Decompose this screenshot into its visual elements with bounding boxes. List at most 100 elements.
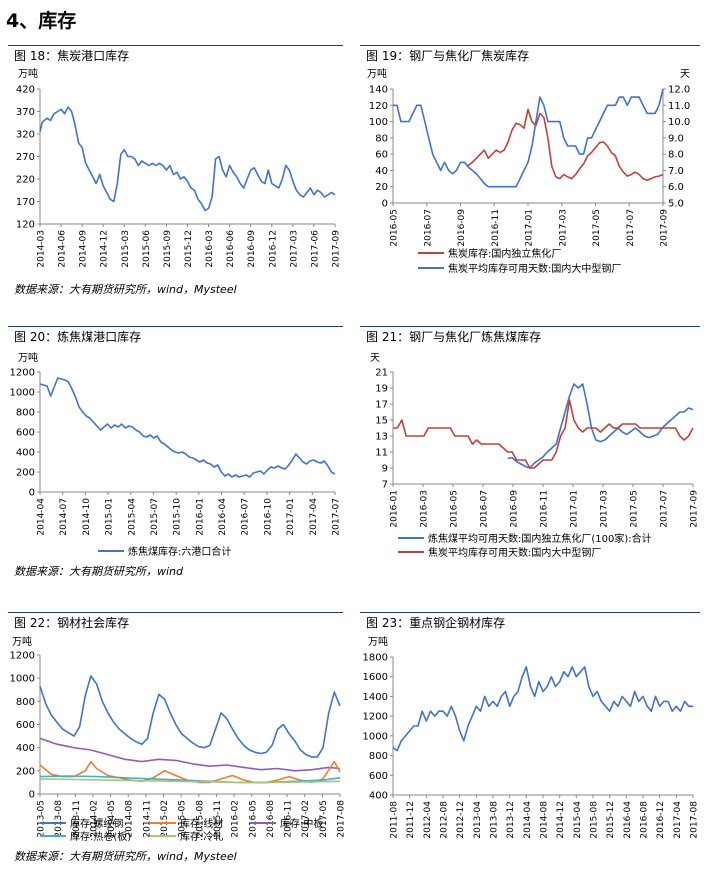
fig22-x-tick-label: 2015-11 [213,800,223,838]
fig18-y-tick-label: 320 [16,130,35,141]
fig21-y-tick-label: 11 [375,448,388,459]
fig18-x-tick-label: 2016-12 [268,230,278,268]
fig22-legend-cold-rolled: 库存:冷轧 [180,830,223,843]
fig22-y-tick-label: 1200 [10,651,35,662]
fig20-x-tick-label: 2014-04 [37,498,47,536]
fig21-legend-coking-coal-days: 炼焦煤平均可用天数:国内独立焦化厂(100家):合计 [428,532,652,545]
fig23-x-tick-label: 2015-08 [590,801,600,839]
fig23-x-tick-label: 2015-12 [606,801,616,839]
fig21-x-tick-label: 2017-03 [600,490,610,528]
fig19-y-tick-label: 40 [375,166,388,177]
fig22-x-tick-label: 2017-02 [301,800,311,838]
fig22-series-line-1 [39,737,341,772]
fig23-x-tick-label: 2017-04 [673,801,683,839]
fig22-legend-wire: 库存:线材 [180,817,223,830]
fig18-x-tick-label: 2014-12 [100,230,110,268]
fig18-x-tick-label: 2014-03 [37,230,47,268]
fig23-x-tick-label: 2013-04 [473,801,483,839]
fig22-y-tick-label: 200 [16,766,35,777]
fig23-y-tick-label: 1600 [363,672,388,683]
section-heading: 4、库存 [6,10,77,32]
fig20-legend-coking-coal: 炼焦煤库存:六港口合计 [128,545,231,558]
fig23-y-tick-label: 1000 [363,731,388,742]
fig19-series-line-0 [466,108,664,181]
figure-title-18: 图 18：焦炭港口库存 [8,45,343,65]
fig18-x-tick-label: 2016-06 [226,230,236,268]
fig23-x-tick-label: 2011-08 [390,801,400,839]
fig19-x-tick-label: 2017-01 [525,209,535,247]
fig21-x-tick-label: 2016-05 [450,490,460,528]
fig19-y-tick-label-right: 5.0 [668,199,684,210]
fig19-y-tick-label: 60 [375,150,388,161]
fig20-y-unit: 万吨 [18,351,38,364]
figure-title-20: 图 20：炼焦煤港口库存 [8,326,343,346]
fig20-x-tick-label: 2016-07 [241,498,251,536]
fig20-x-tick-label: 2017-01 [286,498,296,536]
source-note-2: 数据来源：大有期货研究所，wind [14,565,184,578]
fig19-x-tick-label: 2017-03 [558,209,568,247]
fig21-x-tick-label: 2016-09 [510,490,520,528]
fig18-y-tick-label: 220 [16,175,35,186]
fig21-x-tick-label: 2017-05 [630,490,640,528]
fig21-series-line-1 [393,399,694,469]
fig18-y-tick-label: 170 [16,197,35,208]
fig18-x-tick-label: 2015-06 [142,230,152,268]
fig22-x-tick-label: 2014-02 [89,800,99,838]
fig19-x-tick-label: 2017-09 [660,209,670,247]
fig21-legend-coke-days: 焦炭平均库存可用天数:国内大中型钢厂 [428,546,601,559]
fig20-series-line-0 [39,377,336,478]
fig18-y-tick-label: 270 [16,152,35,163]
fig21-y-tick-label: 15 [375,416,388,427]
figure-title-23: 图 23：重点钢企钢材库存 [360,612,700,632]
fig18-x-tick-label: 2015-12 [184,230,194,268]
fig19-legend-coke-stock: 焦炭库存:国内独立焦化厂 [448,247,561,260]
fig22-x-tick-label: 2015-05 [178,800,188,838]
fig22-y-tick-label: 400 [16,743,35,754]
fig22-x-tick-label: 2013-11 [72,800,82,838]
fig20-y-tick-label: 800 [16,408,35,419]
fig18-y-tick-label: 420 [16,85,35,96]
fig22-series-line-4 [39,778,341,784]
fig20-x-tick-label: 2016-01 [195,498,205,536]
fig18-series-line-0 [39,106,336,212]
fig22-x-tick-label: 2016-02 [231,800,241,838]
fig23-x-tick-label: 2014-04 [523,801,533,839]
figure-title-21: 图 21：钢厂与焦化厂炼焦煤库存 [360,326,700,346]
fig23-x-tick-label: 2012-04 [423,801,433,839]
fig22-x-tick-label: 2017-08 [337,800,347,838]
fig20-x-tick-label: 2016-04 [218,498,228,536]
fig20-y-tick-label: 1200 [10,368,35,379]
fig19-x-tick-label: 2017-07 [626,209,636,247]
fig23-y-tick-label: 600 [369,771,388,782]
fig20-y-tick-label: 1000 [10,388,35,399]
fig18-x-tick-label: 2017-03 [289,230,299,268]
fig23-x-tick-label: 2011-12 [406,801,416,839]
fig19-y-tick-label: 140 [369,85,388,96]
fig20-x-tick-label: 2015-04 [127,498,137,536]
fig18-x-tick-label: 2016-09 [247,230,257,268]
fig22-series-line-3 [39,775,341,784]
fig21-y-tick-label: 21 [375,368,388,379]
fig20-x-tick-label: 2015-10 [173,498,183,536]
fig21-y-tick-label: 9 [382,464,388,475]
fig18-y-unit: 万吨 [18,67,38,80]
fig21-y-tick-label: 7 [382,480,388,491]
fig21-x-tick-label: 2016-03 [420,490,430,528]
fig23-x-tick-label: 2016-04 [623,801,633,839]
fig22-y-unit: 万吨 [12,635,32,648]
fig20-x-tick-label: 2015-07 [150,498,160,536]
fig19-y-tick-label: 120 [369,101,388,112]
fig22-x-tick-label: 2016-08 [266,800,276,838]
fig18-x-tick-label: 2017-06 [310,230,320,268]
figure-title-19: 图 19：钢厂与焦化厂焦炭库存 [360,45,700,65]
fig22-legend-hot-coil: 库存:热卷(板) [70,830,131,843]
fig22-y-tick-label: 1000 [10,674,35,685]
fig20-x-tick-label: 2014-10 [82,498,92,536]
fig22-x-tick-label: 2016-11 [284,800,294,838]
fig22-y-tick-label: 600 [16,720,35,731]
figure-title-22: 图 22：钢材社会库存 [8,612,343,632]
fig19-y-tick-label-right: 8.0 [668,150,684,161]
fig22-x-tick-label: 2013-05 [37,800,47,838]
fig21-x-tick-label: 2016-01 [390,490,400,528]
